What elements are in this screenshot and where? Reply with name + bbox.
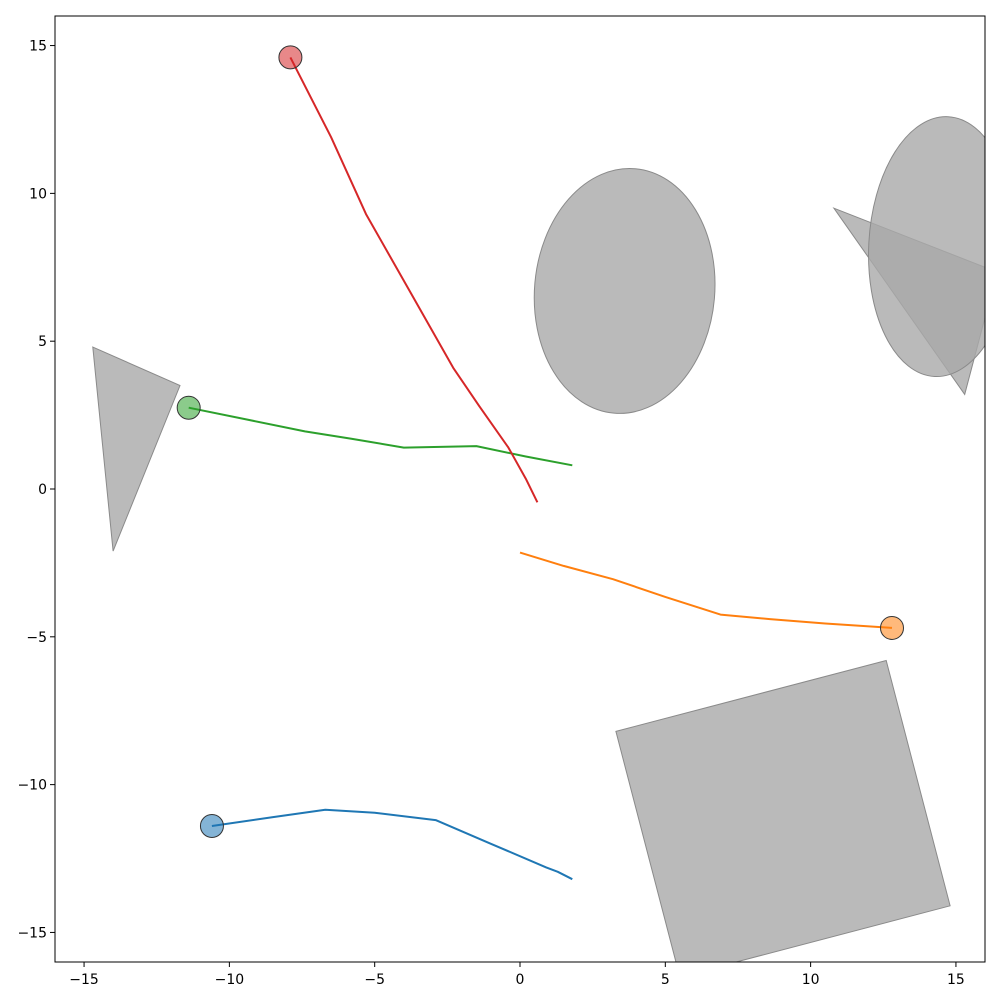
start-marker-2: [176, 395, 201, 420]
series-line-1: [519, 551, 893, 629]
series-line-3: [289, 56, 539, 503]
x-tick-label-5: 10: [802, 972, 820, 988]
obstacle-ellipse-4: [868, 116, 985, 378]
y-tick-label-3: 0: [38, 482, 47, 498]
y-tick-label-0: −15: [17, 925, 47, 941]
y-tick-label-6: 15: [29, 39, 47, 55]
markers-layer: [176, 45, 904, 839]
y-tick-label-4: 5: [38, 334, 47, 350]
obstacle-polygon-0: [92, 346, 181, 552]
x-tick-label-6: 15: [947, 972, 965, 988]
obstacles-layer: [92, 116, 985, 962]
x-axis: −15 −10 −5 0 5 10 15: [69, 962, 965, 988]
x-tick-label-1: −10: [215, 972, 245, 988]
start-marker-0: [199, 814, 224, 839]
start-marker-1: [880, 615, 904, 640]
series-line-0: [211, 808, 573, 881]
y-axis: −15 −10 −5 0 5 10 15: [17, 39, 55, 941]
y-tick-label-1: −10: [17, 778, 47, 794]
start-marker-3: [278, 45, 303, 70]
x-tick-label-4: 5: [661, 972, 670, 988]
series-layer: [188, 56, 893, 881]
y-tick-label-2: −5: [26, 630, 47, 646]
x-tick-label-3: 0: [516, 972, 525, 988]
x-tick-label-0: −15: [69, 972, 99, 988]
x-tick-label-2: −5: [364, 972, 385, 988]
obstacle-polygon-1: [615, 659, 951, 962]
obstacle-ellipse-3: [533, 167, 716, 414]
y-tick-label-5: 10: [29, 186, 47, 202]
series-line-2: [188, 406, 573, 467]
